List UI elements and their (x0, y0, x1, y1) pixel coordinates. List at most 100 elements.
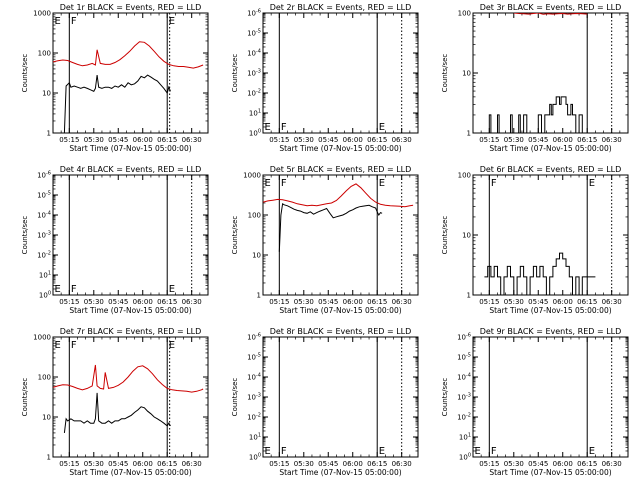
y-tick-label: 10-3 (457, 393, 471, 402)
x-tick-label: 05:15 (269, 136, 289, 144)
marker-label-f: F (491, 446, 497, 457)
events-series-line (63, 392, 171, 433)
x-tick-label: 06:30 (182, 298, 202, 306)
x-tick-label: 06:30 (602, 136, 622, 144)
marker-label-e: E (169, 284, 175, 295)
y-axis-label: Counts/sec (441, 216, 449, 255)
marker-label-e: E (265, 446, 271, 457)
x-tick-label: 06:30 (182, 460, 202, 468)
y-axis-label: Counts/sec (21, 216, 29, 255)
x-tick-label: 06:00 (553, 460, 573, 468)
chart-det-4: Det 4r BLACK = Events, RED = LLD 100 101 10… (21, 165, 209, 315)
chart-det-5: Det 5r BLACK = Events, RED = LLD 1 10 100 10… (231, 165, 419, 315)
x-tick-label: 06:00 (553, 298, 573, 306)
plot-frame (262, 174, 419, 296)
y-tick-label: 100 (248, 212, 261, 220)
x-tick-label: 05:45 (318, 460, 338, 468)
marker-label-f: F (281, 446, 287, 457)
x-tick-label: 06:15 (157, 136, 177, 144)
x-tick-label: 06:00 (343, 298, 363, 306)
marker-label-e: E (169, 340, 175, 351)
marker-label-e: E (55, 284, 61, 295)
x-axis-label: Start Time (07-Nov-15 05:00:00) (69, 468, 191, 477)
y-tick-label: 100 (249, 129, 261, 138)
x-tick-label: 05:30 (504, 460, 524, 468)
x-tick-label: 06:15 (367, 298, 387, 306)
y-tick-label: 101 (249, 433, 261, 442)
x-axis-label: Start Time (07-Nov-15 05:00:00) (279, 468, 401, 477)
y-tick-label: 101 (249, 109, 261, 118)
x-tick-label: 06:15 (367, 460, 387, 468)
y-tick-label: 1 (257, 292, 261, 300)
x-tick-label: 05:45 (528, 298, 548, 306)
plot-frame (52, 174, 209, 296)
x-tick-label: 06:15 (157, 460, 177, 468)
y-axis-label: Counts/sec (231, 54, 239, 93)
y-axis-label: Counts/sec (231, 216, 239, 255)
y-tick-label: 10-3 (247, 69, 261, 78)
chart-det-2: Det 2r BLACK = Events, RED = LLD 100 101 10… (231, 3, 419, 153)
x-tick-label: 05:15 (269, 460, 289, 468)
x-tick-label: 06:00 (133, 136, 153, 144)
y-tick-label: 100 (458, 172, 471, 180)
y-tick-label: 10-2 (37, 251, 51, 260)
y-tick-label: 10-5 (247, 29, 261, 38)
chart-det-8: Det 8r BLACK = Events, RED = LLD 100 101 10… (231, 327, 419, 477)
x-tick-label: 05:30 (294, 460, 314, 468)
y-tick-label: 1000 (33, 334, 51, 342)
y-tick-label: 10 (42, 90, 51, 98)
x-tick-label: 05:45 (318, 298, 338, 306)
x-tick-label: 05:15 (269, 298, 289, 306)
y-tick-label: 101 (39, 271, 51, 280)
marker-label-f: F (491, 178, 497, 189)
x-tick-label: 05:45 (108, 298, 128, 306)
y-tick-label: 10-6 (247, 9, 261, 18)
marker-label-e: E (475, 446, 481, 457)
y-tick-label: 1 (47, 454, 51, 462)
y-tick-label: 10-5 (247, 353, 261, 362)
lld-series-line (513, 13, 588, 15)
y-tick-label: 1 (467, 130, 471, 138)
y-tick-label: 10-4 (37, 211, 51, 220)
x-tick-label: 06:00 (133, 298, 153, 306)
x-tick-label: 06:30 (602, 298, 622, 306)
plot-frame (52, 12, 209, 134)
chart-det-3: Det 3r BLACK = Events, RED = LLD 1 10 100 Co… (441, 3, 629, 153)
y-tick-label: 10-3 (37, 231, 51, 240)
y-tick-label: 10-5 (457, 353, 471, 362)
x-tick-label: 06:15 (577, 298, 597, 306)
marker-label-f: F (71, 284, 77, 295)
plot-frame (262, 336, 419, 458)
marker-label-e: E (379, 446, 385, 457)
y-tick-label: 100 (458, 10, 471, 18)
x-tick-label: 05:45 (528, 136, 548, 144)
y-tick-label: 10-3 (247, 393, 261, 402)
chart-title: Det 6r BLACK = Events, RED = LLD (480, 165, 622, 174)
chart-det-6: Det 6r BLACK = Events, RED = LLD 1 10 100 Co… (441, 165, 629, 315)
x-tick-label: 05:30 (294, 298, 314, 306)
x-axis-label: Start Time (07-Nov-15 05:00:00) (69, 144, 191, 153)
marker-label-e: E (589, 178, 595, 189)
x-tick-label: 06:00 (343, 136, 363, 144)
x-tick-label: 06:15 (157, 298, 177, 306)
y-axis-label: Counts/sec (441, 54, 449, 93)
x-tick-label: 06:00 (343, 460, 363, 468)
x-tick-label: 05:30 (294, 136, 314, 144)
x-axis-label: Start Time (07-Nov-15 05:00:00) (489, 144, 611, 153)
y-tick-label: 1000 (243, 172, 261, 180)
plot-frame (52, 336, 209, 458)
x-tick-label: 05:15 (479, 298, 499, 306)
y-tick-label: 10-6 (37, 171, 51, 180)
y-tick-label: 10-4 (457, 373, 471, 382)
chart-title: Det 7r BLACK = Events, RED = LLD (60, 327, 202, 336)
marker-label-e: E (169, 16, 175, 27)
y-tick-label: 10-5 (37, 191, 51, 200)
marker-label-e: E (589, 446, 595, 457)
y-tick-label: 10-2 (247, 413, 261, 422)
chart-title: Det 4r BLACK = Events, RED = LLD (60, 165, 202, 174)
lld-series-line (53, 364, 204, 393)
x-axis-label: Start Time (07-Nov-15 05:00:00) (279, 306, 401, 315)
x-tick-label: 06:30 (182, 136, 202, 144)
y-tick-label: 101 (459, 433, 471, 442)
